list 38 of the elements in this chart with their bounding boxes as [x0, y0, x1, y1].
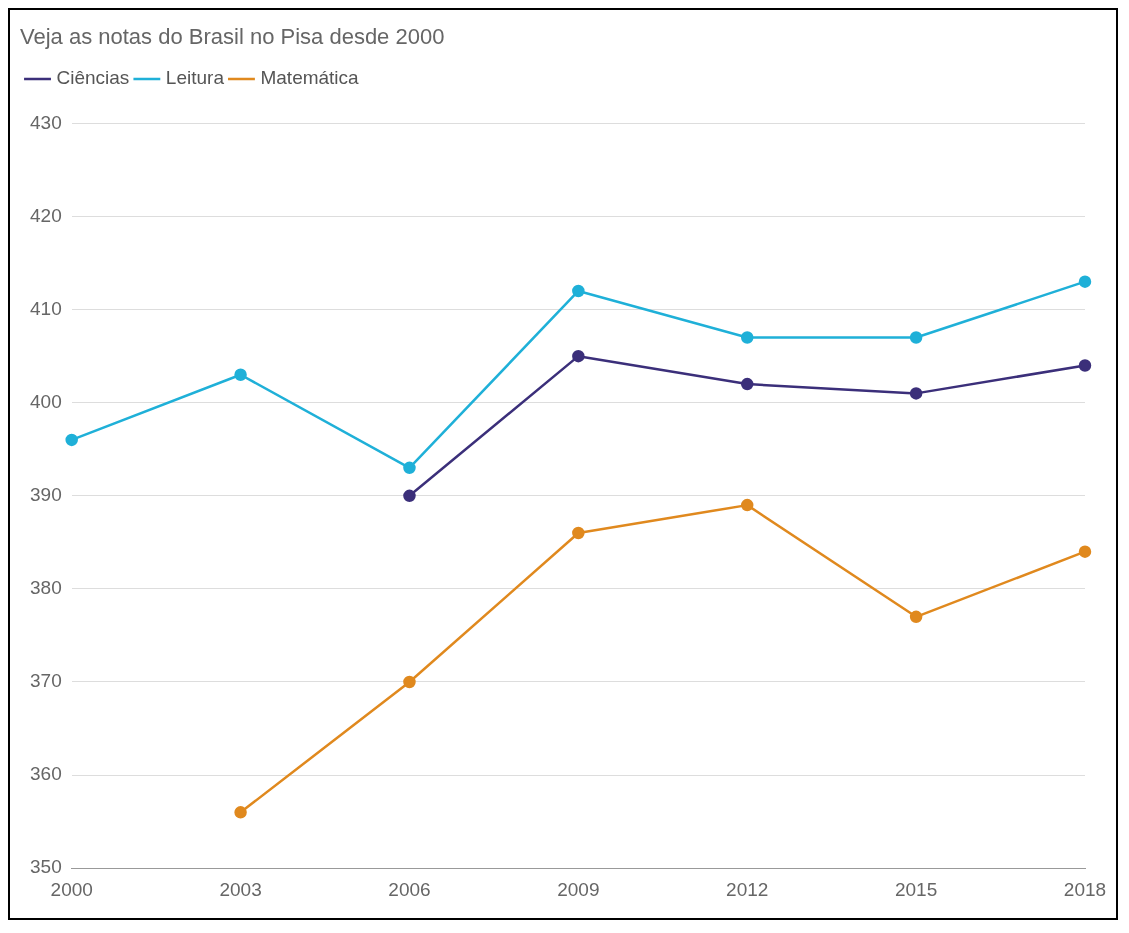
point	[740, 498, 754, 512]
legend-label: Ciências	[56, 67, 130, 89]
y-tick-label: 380	[30, 577, 62, 599]
point	[572, 349, 585, 363]
point	[1078, 545, 1092, 558]
x-tick-label: 2000	[50, 878, 93, 900]
y-tick-label: 390	[30, 484, 62, 506]
y-tick-label: 370	[30, 670, 62, 692]
point	[909, 331, 923, 344]
y-tick-label: 360	[30, 763, 62, 785]
x-tick-label: 2006	[388, 878, 431, 900]
point	[909, 387, 923, 400]
y-tick-label: 410	[30, 297, 62, 319]
x-tick-label: 2003	[219, 878, 262, 900]
point	[909, 610, 923, 624]
x-tick-label: 2012	[726, 878, 769, 900]
point	[403, 489, 416, 503]
point	[234, 368, 247, 382]
x-tick-label: 2009	[557, 878, 600, 900]
point	[403, 461, 416, 475]
y-tick-label: 420	[30, 204, 62, 226]
point	[65, 433, 78, 447]
y-tick-label: 400	[30, 390, 62, 412]
point	[234, 806, 247, 819]
point	[572, 284, 585, 298]
point	[1078, 275, 1092, 288]
legend-label: Leitura	[165, 67, 225, 89]
point	[572, 526, 585, 540]
legend-label: Matemática	[260, 67, 360, 89]
chart-title: Veja as notas do Brasil no Pisa desde 2000	[20, 24, 445, 50]
y-tick-label: 350	[30, 856, 62, 878]
x-tick-label: 2015	[894, 878, 938, 900]
point	[1078, 359, 1092, 372]
point	[740, 377, 754, 391]
point	[740, 331, 754, 344]
y-tick-label: 430	[30, 111, 62, 133]
x-tick-label: 2018	[1063, 878, 1107, 900]
point	[403, 675, 416, 689]
